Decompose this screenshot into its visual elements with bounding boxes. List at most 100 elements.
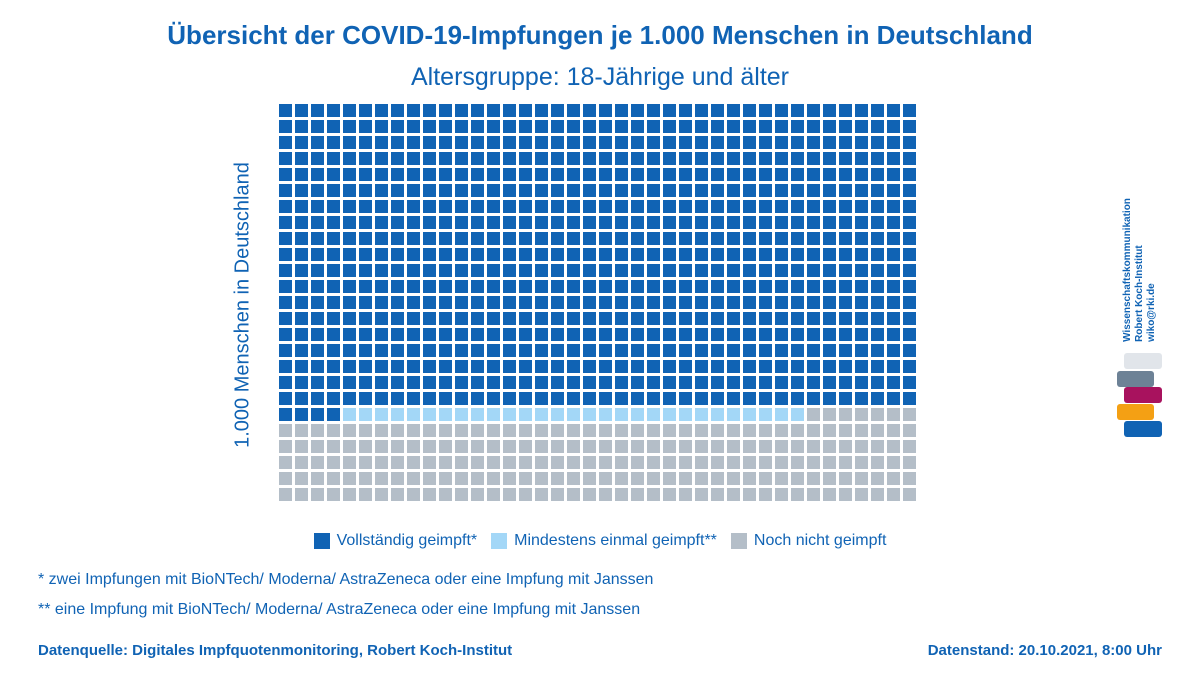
waffle-cell-fully-vaccinated [471, 232, 484, 245]
waffle-cell-fully-vaccinated [759, 280, 772, 293]
waffle-cell-fully-vaccinated [519, 152, 532, 165]
brand-line-institute: Robert Koch-Institut [1134, 245, 1145, 342]
waffle-cell-not-vaccinated [487, 424, 500, 437]
waffle-cell-fully-vaccinated [583, 184, 596, 197]
waffle-cell-fully-vaccinated [647, 216, 660, 229]
waffle-cell-fully-vaccinated [551, 264, 564, 277]
waffle-cell-fully-vaccinated [871, 264, 884, 277]
waffle-cell-fully-vaccinated [455, 344, 468, 357]
waffle-cell-not-vaccinated [871, 472, 884, 485]
waffle-cell-not-vaccinated [327, 472, 340, 485]
waffle-cell-fully-vaccinated [567, 248, 580, 261]
waffle-cell-fully-vaccinated [887, 184, 900, 197]
waffle-cell-fully-vaccinated [279, 184, 292, 197]
waffle-cell-fully-vaccinated [535, 184, 548, 197]
waffle-cell-fully-vaccinated [871, 344, 884, 357]
waffle-cell-fully-vaccinated [375, 264, 388, 277]
footnote-at-least-once: ** eine Impfung mit BioNTech/ Moderna/ A… [38, 601, 641, 618]
waffle-cell-fully-vaccinated [343, 392, 356, 405]
waffle-cell-not-vaccinated [279, 488, 292, 501]
waffle-cell-fully-vaccinated [823, 248, 836, 261]
waffle-cell-not-vaccinated [887, 488, 900, 501]
waffle-cell-fully-vaccinated [343, 152, 356, 165]
waffle-cell-not-vaccinated [631, 472, 644, 485]
waffle-cell-not-vaccinated [583, 456, 596, 469]
waffle-cell-fully-vaccinated [615, 120, 628, 133]
waffle-cell-not-vaccinated [807, 424, 820, 437]
waffle-cell-fully-vaccinated [599, 232, 612, 245]
waffle-cell-fully-vaccinated [343, 312, 356, 325]
waffle-cell-fully-vaccinated [567, 216, 580, 229]
waffle-cell-not-vaccinated [311, 440, 324, 453]
waffle-cell-not-vaccinated [343, 424, 356, 437]
waffle-cell-not-vaccinated [615, 472, 628, 485]
waffle-cell-not-vaccinated [471, 456, 484, 469]
waffle-cell-fully-vaccinated [887, 296, 900, 309]
waffle-cell-fully-vaccinated [871, 200, 884, 213]
waffle-cell-fully-vaccinated [599, 200, 612, 213]
waffle-cell-fully-vaccinated [599, 168, 612, 181]
waffle-cell-fully-vaccinated [839, 312, 852, 325]
waffle-cell-fully-vaccinated [807, 152, 820, 165]
waffle-cell-not-vaccinated [567, 440, 580, 453]
waffle-cell-fully-vaccinated [519, 168, 532, 181]
waffle-cell-fully-vaccinated [471, 168, 484, 181]
waffle-cell-fully-vaccinated [279, 200, 292, 213]
waffle-cell-at-least-once [439, 408, 452, 421]
waffle-cell-not-vaccinated [567, 424, 580, 437]
waffle-cell-fully-vaccinated [295, 232, 308, 245]
waffle-cell-at-least-once [647, 408, 660, 421]
waffle-cell-fully-vaccinated [551, 104, 564, 117]
waffle-cell-fully-vaccinated [743, 168, 756, 181]
waffle-cell-fully-vaccinated [743, 360, 756, 373]
waffle-cell-fully-vaccinated [679, 136, 692, 149]
waffle-cell-not-vaccinated [423, 456, 436, 469]
waffle-cell-fully-vaccinated [775, 120, 788, 133]
waffle-cell-fully-vaccinated [279, 408, 292, 421]
waffle-cell-not-vaccinated [391, 456, 404, 469]
waffle-cell-fully-vaccinated [487, 216, 500, 229]
waffle-cell-fully-vaccinated [647, 136, 660, 149]
waffle-cell-fully-vaccinated [391, 216, 404, 229]
legend-label-fully-vaccinated: Vollständig geimpft* [336, 532, 478, 549]
waffle-cell-fully-vaccinated [343, 168, 356, 181]
waffle-cell-not-vaccinated [647, 424, 660, 437]
waffle-cell-fully-vaccinated [295, 216, 308, 229]
waffle-cell-not-vaccinated [295, 424, 308, 437]
waffle-cell-fully-vaccinated [727, 344, 740, 357]
waffle-cell-not-vaccinated [743, 440, 756, 453]
waffle-cell-not-vaccinated [839, 424, 852, 437]
waffle-cell-fully-vaccinated [327, 360, 340, 373]
waffle-cell-fully-vaccinated [455, 312, 468, 325]
waffle-cell-fully-vaccinated [823, 184, 836, 197]
waffle-cell-fully-vaccinated [871, 152, 884, 165]
waffle-cell-not-vaccinated [519, 472, 532, 485]
waffle-cell-fully-vaccinated [407, 104, 420, 117]
waffle-cell-fully-vaccinated [359, 344, 372, 357]
waffle-cell-fully-vaccinated [791, 328, 804, 341]
waffle-cell-fully-vaccinated [839, 344, 852, 357]
waffle-cell-fully-vaccinated [599, 392, 612, 405]
waffle-cell-fully-vaccinated [679, 328, 692, 341]
waffle-cell-fully-vaccinated [375, 248, 388, 261]
waffle-cell-fully-vaccinated [807, 360, 820, 373]
waffle-cell-fully-vaccinated [647, 344, 660, 357]
waffle-cell-fully-vaccinated [295, 120, 308, 133]
logo-bar-orange [1117, 404, 1154, 420]
waffle-cell-fully-vaccinated [439, 184, 452, 197]
waffle-cell-fully-vaccinated [663, 184, 676, 197]
waffle-cell-fully-vaccinated [343, 136, 356, 149]
waffle-cell-fully-vaccinated [503, 344, 516, 357]
waffle-cell-fully-vaccinated [887, 232, 900, 245]
waffle-cell-fully-vaccinated [391, 120, 404, 133]
waffle-cell-fully-vaccinated [807, 264, 820, 277]
waffle-cell-not-vaccinated [279, 472, 292, 485]
waffle-cell-fully-vaccinated [871, 248, 884, 261]
waffle-cell-fully-vaccinated [455, 248, 468, 261]
waffle-cell-fully-vaccinated [839, 248, 852, 261]
waffle-cell-fully-vaccinated [519, 344, 532, 357]
waffle-cell-fully-vaccinated [407, 200, 420, 213]
waffle-cell-at-least-once [631, 408, 644, 421]
waffle-cell-fully-vaccinated [583, 328, 596, 341]
waffle-cell-fully-vaccinated [615, 232, 628, 245]
